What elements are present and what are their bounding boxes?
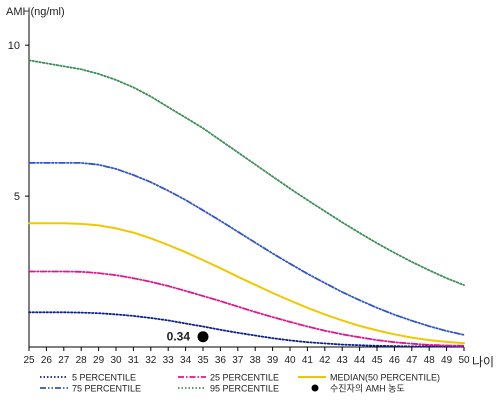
legend-label: 95 PERCENTILE <box>210 384 279 394</box>
series-line-0 <box>28 311 465 348</box>
x-tick-label: 41 <box>302 355 314 366</box>
x-tick-label: 26 <box>41 355 53 366</box>
series-line-2 <box>28 222 465 345</box>
x-tick-label: 42 <box>319 355 331 366</box>
legend-point-swatch <box>311 384 319 392</box>
y-axis-label: AMH(ng/ml) <box>6 6 65 18</box>
y-tick-label: 5 <box>14 191 20 203</box>
x-tick-label: 36 <box>215 355 227 366</box>
legend: 5 PERCENTILE 25 PERCENTILE MEDIAN(50 PERCE… <box>40 373 440 394</box>
x-tick-label: 45 <box>371 355 383 366</box>
patient-amh-value-label: 0.34 <box>167 330 191 344</box>
x-tick-label: 32 <box>145 355 157 366</box>
x-tick-label: 31 <box>128 355 140 366</box>
legend-item-3: 75 PERCENTILE <box>40 384 141 394</box>
x-tick-label: 50 <box>458 355 470 366</box>
legend-label: 5 PERCENTILE <box>72 373 136 383</box>
series-line-3 <box>28 162 465 336</box>
patient-point-group: 0.34 <box>167 330 209 344</box>
legend-item-1: 25 PERCENTILE <box>178 373 279 383</box>
x-tick-label: 25 <box>23 355 35 366</box>
x-tick-label: 44 <box>354 355 366 366</box>
x-tick-label: 34 <box>180 355 192 366</box>
axes: 5 10 25 26 27 28 29 30 31 32 33 34 35 36 37 38 39 40 41 42 4… <box>8 15 470 366</box>
x-tick-label: 38 <box>250 355 262 366</box>
legend-label: 25 PERCENTILE <box>210 373 279 383</box>
legend-label: MEDIAN(50 PERCENTILE) <box>330 373 440 383</box>
series-line-1 <box>28 270 465 347</box>
x-tick-label: 46 <box>389 355 401 366</box>
x-tick-label: 37 <box>232 355 244 366</box>
x-tick-label: 43 <box>337 355 349 366</box>
legend-label: 75 PERCENTILE <box>72 384 141 394</box>
x-tick-label: 49 <box>441 355 453 366</box>
x-axis-label: 나이 <box>472 355 494 369</box>
x-tick-label: 48 <box>424 355 436 366</box>
y-tick-label: 10 <box>8 40 20 52</box>
series-group <box>28 59 465 348</box>
x-tick-label: 35 <box>197 355 209 366</box>
x-tick-label: 33 <box>163 355 175 366</box>
x-tick-label: 30 <box>110 355 122 366</box>
legend-item-0: 5 PERCENTILE <box>40 373 136 383</box>
x-tick-label: 40 <box>284 355 296 366</box>
x-tick-label: 47 <box>406 355 418 366</box>
legend-label: 수진자의 AMH 농도 <box>330 384 405 394</box>
series-line-4 <box>28 59 465 286</box>
legend-item-4: 95 PERCENTILE <box>178 384 279 394</box>
x-tick-label: 27 <box>58 355 70 366</box>
x-tick-label: 29 <box>93 355 105 366</box>
patient-amh-point <box>197 331 209 343</box>
legend-item-5: 수진자의 AMH 농도 <box>311 384 405 394</box>
x-tick-label: 28 <box>76 355 88 366</box>
legend-item-2: MEDIAN(50 PERCENTILE) <box>298 373 440 383</box>
x-tick-label: 39 <box>267 355 279 366</box>
